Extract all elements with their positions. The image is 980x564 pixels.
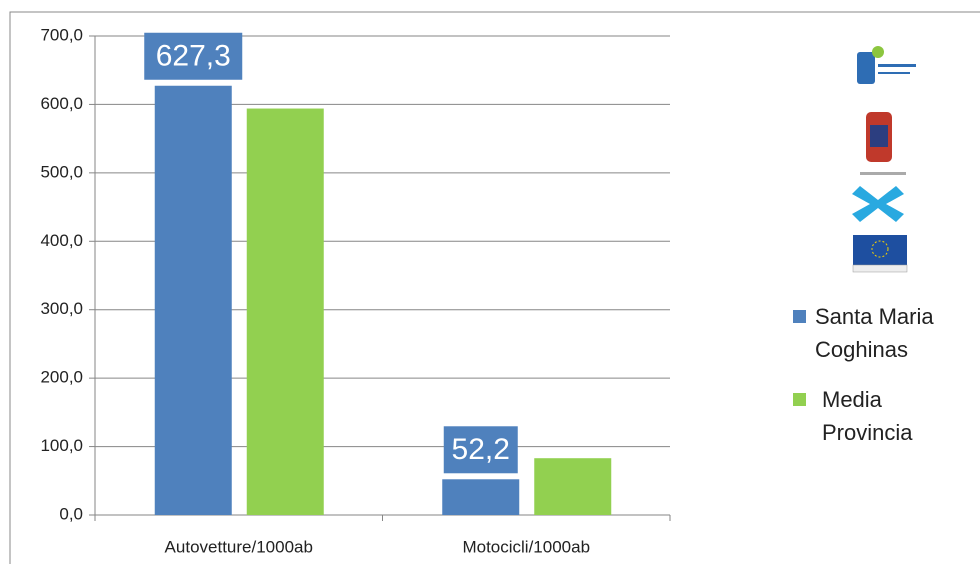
y-tick-label: 400,0 <box>40 231 83 250</box>
y-tick-label: 500,0 <box>40 162 83 181</box>
value-label: 52,2 <box>452 433 510 466</box>
bar <box>534 458 612 515</box>
legend-swatch <box>793 310 806 323</box>
y-tick-label: 0,0 <box>59 504 83 523</box>
legend-swatch <box>793 393 806 406</box>
x-tick-label: Motocicli/1000ab <box>462 537 590 556</box>
legend-item: Santa Maria Coghinas <box>793 300 973 366</box>
bar <box>442 479 520 515</box>
bar <box>154 85 232 516</box>
y-tick-label: 100,0 <box>40 436 83 455</box>
y-tick-label: 700,0 <box>40 25 83 44</box>
value-label: 627,3 <box>156 40 231 73</box>
legend-item: Media Provincia <box>793 383 973 449</box>
y-tick-label: 300,0 <box>40 299 83 318</box>
y-tick-label: 600,0 <box>40 94 83 113</box>
logos <box>852 46 916 273</box>
value-label-box <box>144 32 243 80</box>
bar <box>246 108 324 515</box>
value-label-box <box>443 426 518 474</box>
x-tick-label: Autovetture/1000ab <box>165 537 313 556</box>
legend-label: Media Provincia <box>822 387 913 445</box>
y-tick-label: 200,0 <box>40 368 83 387</box>
frame <box>9 11 980 564</box>
legend-label: Santa Maria Coghinas <box>815 304 934 362</box>
